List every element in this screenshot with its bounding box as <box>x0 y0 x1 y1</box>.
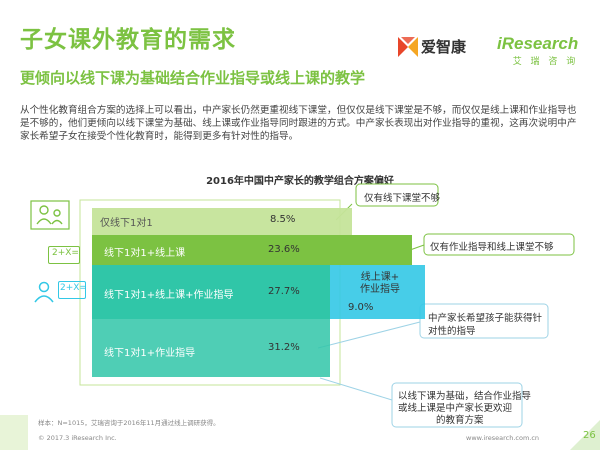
copyright: © 2017.3 iResearch Inc. <box>38 434 117 442</box>
bar-offline-online <box>92 235 412 265</box>
value-label-2: 27.7% <box>268 286 300 297</box>
callout-targeted-1: 中产家长希望孩子能获得针 <box>428 313 543 324</box>
parent-child-icon <box>30 200 70 230</box>
aizhikang-logo: 爱智康 <box>398 36 466 57</box>
teacher-icon <box>34 281 54 303</box>
page-title: 子女课外教育的需求 <box>20 27 236 53</box>
bar-online-homework <box>330 265 425 319</box>
footer-decoration <box>0 415 600 450</box>
chart-title: 2016年中国中产家长的教学组合方案偏好 <box>206 176 394 187</box>
connector-targeted <box>317 321 421 349</box>
category-label-2: 线下1对1+线上课+作业指导 <box>104 290 234 301</box>
callout-offline-only: 仅有线下课堂不够 <box>364 193 441 204</box>
category-label-0: 仅线下1对1 <box>100 218 153 229</box>
category-label-1: 线下1对1+线上课 <box>104 248 186 259</box>
value-label-0: 8.5% <box>270 214 296 225</box>
iresearch-logo-text: iResearch <box>497 34 579 53</box>
bar-offline-only <box>92 208 352 235</box>
connector-preferred <box>319 377 393 401</box>
footnote: 样本：N=1015，艾瑞咨询于2016年11月通过线上调研获得。 <box>38 419 220 427</box>
page-number: 26 <box>583 430 596 441</box>
callout-targeted-2: 对性的指导 <box>428 326 476 337</box>
page-subtitle: 更倾向以线下课为基础结合作业指导或线上课的教学 <box>20 69 366 87</box>
bar-offline-online-homework <box>92 265 330 319</box>
value-label-1: 23.6% <box>268 244 300 255</box>
category-label-4a: 线上课+ 作业指导 <box>360 272 400 295</box>
callout-preferred-3: 的教育方案 <box>436 415 484 426</box>
iresearch-logo: iResearch 艾 瑞 咨 询 <box>497 34 578 67</box>
site-url: www.iresearch.com.cn <box>466 434 540 442</box>
callout-preferred-2: 或线上课是中产家长更欢迎 <box>398 403 513 414</box>
callout-homework-online: 仅有作业指导和线上课堂不够 <box>430 242 554 253</box>
teacher-card-icon <box>58 281 86 299</box>
iresearch-logo-cn: 艾 瑞 咨 询 <box>512 57 579 67</box>
math-card-icon <box>48 246 80 264</box>
math-card-icon-text: 2+X= <box>52 248 79 258</box>
value-label-4: 9.0% <box>348 302 374 313</box>
intro-paragraph: 从个性化教育组合方案的选择上可以看出，中产家长仍然更重视线下课堂，但仅仅是线下课… <box>20 105 577 142</box>
bar-offline-homework <box>92 319 330 377</box>
category-label-3: 线下1对1+作业指导 <box>104 348 196 359</box>
aizhikang-logo-text: 爱智康 <box>421 38 467 56</box>
value-label-3: 31.2% <box>268 342 300 353</box>
aizhikang-logo-icon <box>398 36 418 57</box>
callout-preferred-1: 以线下课为基础，结合作业指导 <box>398 391 532 402</box>
connector-homework-online <box>409 244 425 251</box>
teacher-card-icon-text: 2+X= <box>60 283 87 293</box>
